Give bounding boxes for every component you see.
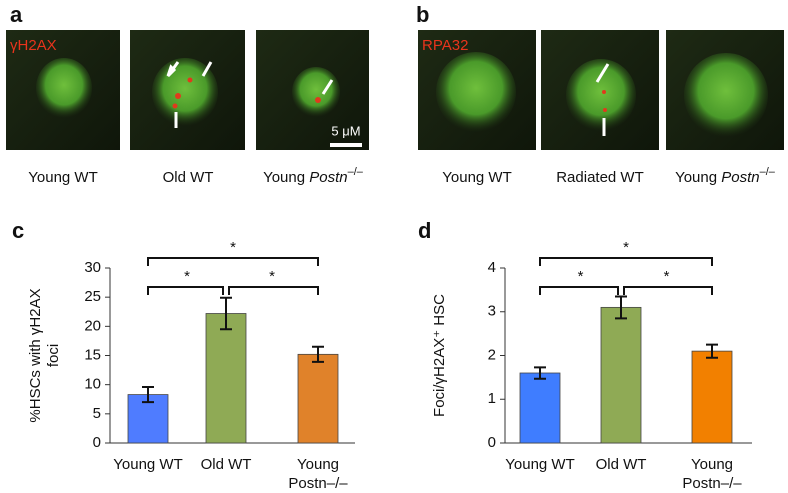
significance-bracket [539,286,619,295]
caption-text: Young WT [442,169,512,186]
image-caption: Old WT [163,169,214,186]
x-tick-label-line: Young WT [113,456,183,473]
significance-label: * [578,268,584,285]
caption-text: Old WT [163,169,214,186]
y-tick-label: 4 [488,259,496,276]
x-tick-label-line: Young WT [505,456,575,473]
x-tick-label: Young WT [505,456,575,473]
y-tick-label: 1 [488,390,496,407]
significance-label: * [269,268,275,285]
image-caption: Young WT [442,169,512,186]
significance-label: * [664,268,670,285]
bar [519,372,561,444]
panel-label: c [12,218,24,243]
y-axis-label-line: %HSCs with γH2AX [27,288,44,422]
bar [205,313,247,444]
caption-gene: Postn [309,169,347,186]
y-tick-label: 30 [84,259,101,276]
x-tick-label-line: Old WT [201,456,252,473]
panel-label: a [10,2,23,27]
micrograph [6,30,120,150]
y-tick-label: 10 [84,376,101,393]
error-bar [142,386,154,404]
y-axis-label: Foci/γH2AX⁺ HSC [431,294,448,417]
micrograph [256,30,369,150]
panel-label: d [418,218,431,243]
y-tick-label: 20 [84,317,101,334]
significance-bracket [623,286,713,295]
x-tick-label-line: Young [691,456,733,473]
x-tick-label-line: Young [297,456,339,473]
micrograph [666,30,784,150]
panel-label: b [416,2,429,27]
significance-bracket [539,257,713,266]
bar [297,353,339,444]
bar [691,350,733,444]
significance-bracket [147,257,319,266]
y-tick-label: 2 [488,346,496,363]
caption-sup: –/– [760,166,776,178]
image-caption: Young Postn–/– [263,166,364,186]
y-tick-label: 3 [488,303,496,320]
x-tick-label: Old WT [201,456,252,473]
error-bar [220,296,232,331]
caption-text: Young [263,169,309,186]
x-tick-label: Old WT [596,456,647,473]
y-tick-label: 0 [93,434,101,451]
y-axis-label-line: Foci/γH2AX⁺ HSC [431,294,448,417]
y-tick-label: 0 [488,434,496,451]
caption-text: Young [675,169,721,186]
x-tick-label: Young WT [113,456,183,473]
image-caption: Young Postn–/– [675,166,776,186]
error-bar [312,345,324,363]
x-tick-label-line: Postn–/– [288,475,348,492]
x-tick-label: Young Postn–/– [288,456,348,492]
significance-label: * [623,239,629,256]
y-tick-label: 5 [93,405,101,422]
caption-sup: –/– [348,166,364,178]
caption-gene: Postn [721,169,759,186]
stain-label: RPA32 [422,37,468,54]
scale-bar-label: 5 μM [331,123,360,138]
caption-text: Young WT [28,169,98,186]
y-tick-label: 15 [84,346,101,363]
stain-label: γH2AX [10,37,57,54]
significance-label: * [230,239,236,256]
x-tick-label-line: Old WT [596,456,647,473]
image-caption: Radiated WT [556,169,644,186]
error-bar [706,343,718,359]
image-caption: Young WT [28,169,98,186]
error-bar [534,366,546,380]
x-tick-label-line: Postn–/– [682,475,742,492]
y-axis-label: %HSCs with γH2AXfoci [27,288,62,422]
bar [600,306,642,444]
significance-bracket [228,286,319,295]
significance-label: * [184,268,190,285]
x-tick-label: Young Postn–/– [682,456,742,492]
significance-bracket [147,286,224,295]
micrograph [130,30,245,150]
caption-text: Radiated WT [556,169,644,186]
y-axis-label-line: foci [45,344,62,367]
micrograph [541,30,659,150]
error-bar [615,295,627,320]
micrograph [418,30,536,150]
y-tick-label: 25 [84,288,101,305]
